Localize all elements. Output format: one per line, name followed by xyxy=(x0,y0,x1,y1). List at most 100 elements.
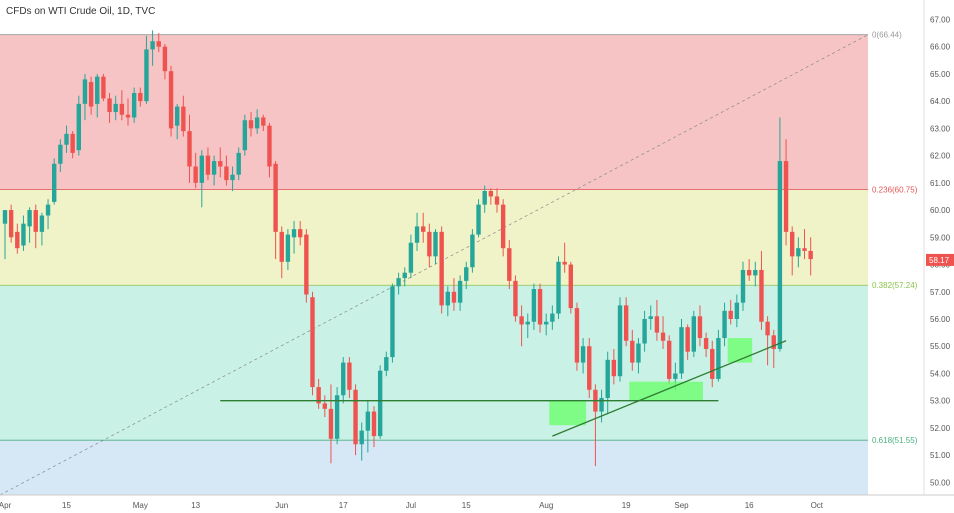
fib-diagonal-line xyxy=(0,34,869,496)
y-tick-label: 50.00 xyxy=(930,478,951,487)
candle-body xyxy=(697,316,703,339)
candle-body xyxy=(224,166,229,181)
fib-label: 0.382(57.24) xyxy=(872,281,918,290)
candle-body xyxy=(88,82,94,107)
candle-body xyxy=(193,166,198,183)
x-tick-label: Oct xyxy=(811,501,824,510)
candle-body xyxy=(790,231,795,257)
x-tick-label: 13 xyxy=(191,501,200,510)
candle-body xyxy=(371,411,377,437)
candle-body xyxy=(199,155,204,183)
candle-body xyxy=(408,242,414,273)
fib-label: 0.236(60.75) xyxy=(872,186,918,195)
y-tick-label: 60.00 xyxy=(930,206,951,215)
candle-body xyxy=(273,163,278,232)
candle-body xyxy=(33,210,38,232)
candle-body xyxy=(716,338,721,379)
fib-diagonal xyxy=(0,34,869,496)
candle-body xyxy=(734,302,740,319)
candle-body xyxy=(181,106,186,132)
candle-body xyxy=(359,430,364,445)
candle-body xyxy=(525,321,530,325)
candle-body xyxy=(728,310,733,319)
y-tick-label: 61.00 xyxy=(930,179,951,188)
candle-body xyxy=(740,269,746,303)
candle-body xyxy=(21,223,26,246)
y-tick-label: 66.00 xyxy=(930,43,951,52)
y-tick-label: 59.00 xyxy=(930,233,951,242)
candle-body xyxy=(783,161,789,232)
x-tick-label: 16 xyxy=(745,501,754,510)
candle-body xyxy=(248,120,254,129)
candle-body xyxy=(384,357,389,371)
candle-body xyxy=(722,310,727,339)
candle-body xyxy=(494,196,500,205)
candle-body xyxy=(125,114,131,118)
fib-levels: 0(66.44) 0.236(60.75) 0.382(57.24) 0.618(51… xyxy=(0,31,918,445)
candle-body xyxy=(101,76,106,99)
candle-body xyxy=(242,120,248,151)
y-tick-label: 51.00 xyxy=(930,451,951,460)
candle-body xyxy=(451,291,457,303)
fib-label: 0(66.44) xyxy=(872,31,902,40)
candle-body xyxy=(322,403,327,409)
x-tick-label: May xyxy=(133,501,148,510)
candle-body xyxy=(162,46,168,72)
candles xyxy=(2,30,813,467)
x-tick-label: Jun xyxy=(275,501,288,510)
candle-body xyxy=(291,229,297,238)
x-tick-label: 19 xyxy=(622,501,631,510)
candle-body xyxy=(617,305,623,377)
candle-body xyxy=(642,318,647,344)
candle-body xyxy=(550,313,555,322)
candle-body xyxy=(377,370,383,437)
candle-body xyxy=(808,250,813,260)
candle-body xyxy=(187,131,192,167)
candle-body xyxy=(52,163,57,202)
candle-body xyxy=(365,411,371,431)
candle-body xyxy=(205,155,211,175)
y-tick-label: 54.00 xyxy=(930,369,951,378)
candle-body xyxy=(82,79,88,104)
candle-body xyxy=(285,234,291,262)
candle-body xyxy=(76,103,81,151)
candle-body xyxy=(537,289,543,325)
candle-body xyxy=(679,327,684,374)
zone-top xyxy=(0,34,868,190)
candle-body xyxy=(316,387,321,404)
candle-body xyxy=(703,338,709,349)
candle-body xyxy=(488,191,494,197)
candle-body xyxy=(500,204,506,249)
candle-body xyxy=(150,41,155,50)
candle-body xyxy=(599,397,604,412)
candle-body xyxy=(507,248,512,281)
candle-body xyxy=(304,234,309,295)
candle-body xyxy=(660,332,666,341)
candle-body xyxy=(753,269,758,276)
candle-body xyxy=(777,161,783,349)
candle-body xyxy=(482,191,487,205)
candle-body xyxy=(531,289,537,322)
candle-body xyxy=(175,106,180,126)
candle-body xyxy=(574,308,580,363)
candle-body xyxy=(156,41,161,47)
candle-body xyxy=(353,389,358,445)
candle-body xyxy=(27,210,32,227)
last-price-tag xyxy=(926,253,954,266)
y-tick-label: 55.00 xyxy=(930,342,951,351)
candle-body xyxy=(587,346,592,390)
candle-body xyxy=(168,71,174,129)
candle-body xyxy=(218,161,223,167)
candle-body xyxy=(310,297,315,388)
y-tick-label: 63.00 xyxy=(930,124,951,133)
candle-body xyxy=(64,133,69,145)
y-tick-label: 57.00 xyxy=(930,288,951,297)
candle-body xyxy=(562,261,567,265)
candle-body xyxy=(298,229,303,238)
candle-body xyxy=(802,248,807,251)
x-tick-label: 17 xyxy=(339,501,348,510)
candle-body xyxy=(95,76,100,104)
last-price-label: 58.17 xyxy=(929,256,950,265)
x-tick-label: Jul xyxy=(406,501,416,510)
